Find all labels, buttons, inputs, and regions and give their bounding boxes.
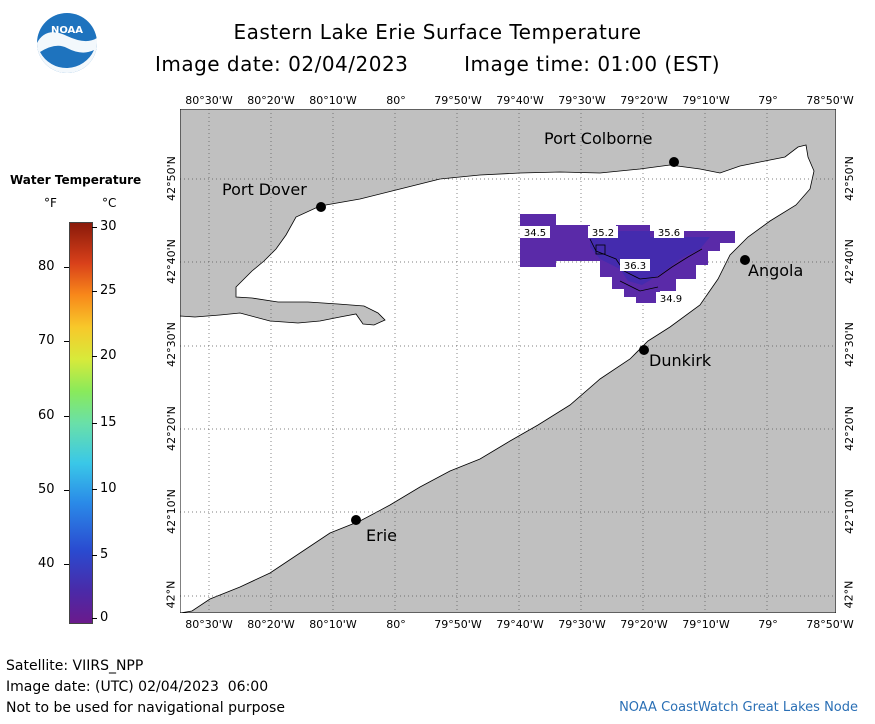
lon-label: 79°20'W bbox=[620, 618, 668, 631]
lat-label: 42°N bbox=[164, 580, 178, 608]
lon-label: 79° bbox=[758, 94, 778, 107]
lat-label: 42°30'N bbox=[164, 321, 178, 367]
city-label-angola: Angola bbox=[748, 261, 803, 280]
lat-label: 42°10'N bbox=[164, 488, 178, 534]
contour-lines bbox=[589, 238, 703, 292]
lake-map: 34.5 35.2 35.6 36.3 34.9 Port Colborne P… bbox=[180, 109, 836, 613]
image-date: Image date: 02/04/2023 bbox=[154, 52, 409, 76]
noaa-logo: NOAA bbox=[36, 12, 98, 74]
contour-labels: 34.5 35.2 35.6 36.3 34.9 bbox=[520, 226, 686, 305]
contour-label: 35.2 bbox=[592, 228, 614, 239]
lat-label: 42°20'N bbox=[842, 405, 856, 451]
lon-label: 79°40'W bbox=[496, 94, 544, 107]
city-label-dunkirk: Dunkirk bbox=[649, 351, 712, 370]
temperature-field-warm bbox=[590, 231, 710, 285]
lon-label: 79°50'W bbox=[434, 618, 482, 631]
c-tick: 15 bbox=[100, 415, 117, 430]
c-tick: 25 bbox=[100, 283, 117, 298]
lon-label: 79°10'W bbox=[682, 618, 730, 631]
logo-text: NOAA bbox=[51, 25, 83, 36]
utc-date: Image date: (UTC) 02/04/2023 06:00 bbox=[6, 679, 269, 695]
lon-label: 79°10'W bbox=[682, 94, 730, 107]
f-tick: 70 bbox=[38, 333, 55, 348]
city-dot-erie bbox=[351, 515, 361, 525]
lon-label: 79° bbox=[758, 618, 778, 631]
f-tick: 40 bbox=[38, 556, 55, 571]
lon-label: 80°10'W bbox=[309, 94, 357, 107]
contour-label: 36.3 bbox=[624, 261, 646, 272]
lon-label: 79°30'W bbox=[558, 94, 606, 107]
lon-label: 80° bbox=[386, 618, 406, 631]
city-dot-port-colborne bbox=[669, 157, 679, 167]
contour-label: 34.9 bbox=[660, 294, 682, 305]
lat-label: 42°50'N bbox=[842, 155, 856, 201]
city-label-erie: Erie bbox=[366, 526, 397, 545]
image-time: Image time: 01:00 (EST) bbox=[464, 52, 721, 76]
c-tick: 5 bbox=[100, 547, 109, 562]
lon-label: 80°20'W bbox=[247, 618, 295, 631]
lat-label: 42°40'N bbox=[164, 238, 178, 284]
legend-unit-c: °C bbox=[102, 196, 117, 210]
lon-label: 79°40'W bbox=[496, 618, 544, 631]
contour-label: 34.5 bbox=[524, 228, 546, 239]
c-tick: 20 bbox=[100, 348, 117, 363]
legend-unit-f: °F bbox=[44, 196, 57, 210]
city-dot-dunkirk bbox=[639, 345, 649, 355]
lon-label: 78°50'W bbox=[806, 618, 854, 631]
lon-label: 78°50'W bbox=[806, 94, 854, 107]
credit: NOAA CoastWatch Great Lakes Node bbox=[619, 700, 858, 715]
image-datetime: Image date: 02/04/2023 Image time: 01:00… bbox=[0, 52, 875, 76]
c-tick: 0 bbox=[100, 610, 109, 625]
satellite-info: Satellite: VIIRS_NPP bbox=[6, 658, 144, 674]
city-label-port-dover: Port Dover bbox=[222, 180, 307, 199]
legend-title: Water Temperature bbox=[10, 173, 142, 187]
map-title: Eastern Lake Erie Surface Temperature bbox=[233, 20, 642, 44]
city-label-port-colborne: Port Colborne bbox=[544, 129, 652, 148]
lon-label: 80°20'W bbox=[247, 94, 295, 107]
lon-label: 79°20'W bbox=[620, 94, 668, 107]
c-tick: 30 bbox=[100, 219, 117, 234]
lon-label: 80° bbox=[386, 94, 406, 107]
city-markers: Port Colborne Port Dover Angola Dunkirk … bbox=[222, 129, 803, 545]
lon-label: 80°30'W bbox=[185, 94, 233, 107]
lat-label: 42°N bbox=[842, 580, 856, 608]
lat-label: 42°10'N bbox=[842, 488, 856, 534]
c-tick: 10 bbox=[100, 481, 117, 496]
lat-label: 42°50'N bbox=[164, 155, 178, 201]
lat-label: 42°30'N bbox=[842, 321, 856, 367]
graticule bbox=[180, 109, 836, 613]
f-tick: 60 bbox=[38, 408, 55, 423]
lat-label: 42°40'N bbox=[842, 238, 856, 284]
color-scale-bar bbox=[69, 222, 93, 624]
lon-label: 80°30'W bbox=[185, 618, 233, 631]
contour-label: 35.6 bbox=[658, 228, 680, 239]
f-tick: 80 bbox=[38, 259, 55, 274]
city-dot-angola bbox=[740, 255, 750, 265]
disclaimer: Not to be used for navigational purpose bbox=[6, 700, 285, 716]
lat-label: 42°20'N bbox=[164, 405, 178, 451]
lon-label: 79°50'W bbox=[434, 94, 482, 107]
f-tick: 50 bbox=[38, 482, 55, 497]
city-dot-port-dover bbox=[316, 202, 326, 212]
lon-label: 79°30'W bbox=[558, 618, 606, 631]
lon-label: 80°10'W bbox=[309, 618, 357, 631]
